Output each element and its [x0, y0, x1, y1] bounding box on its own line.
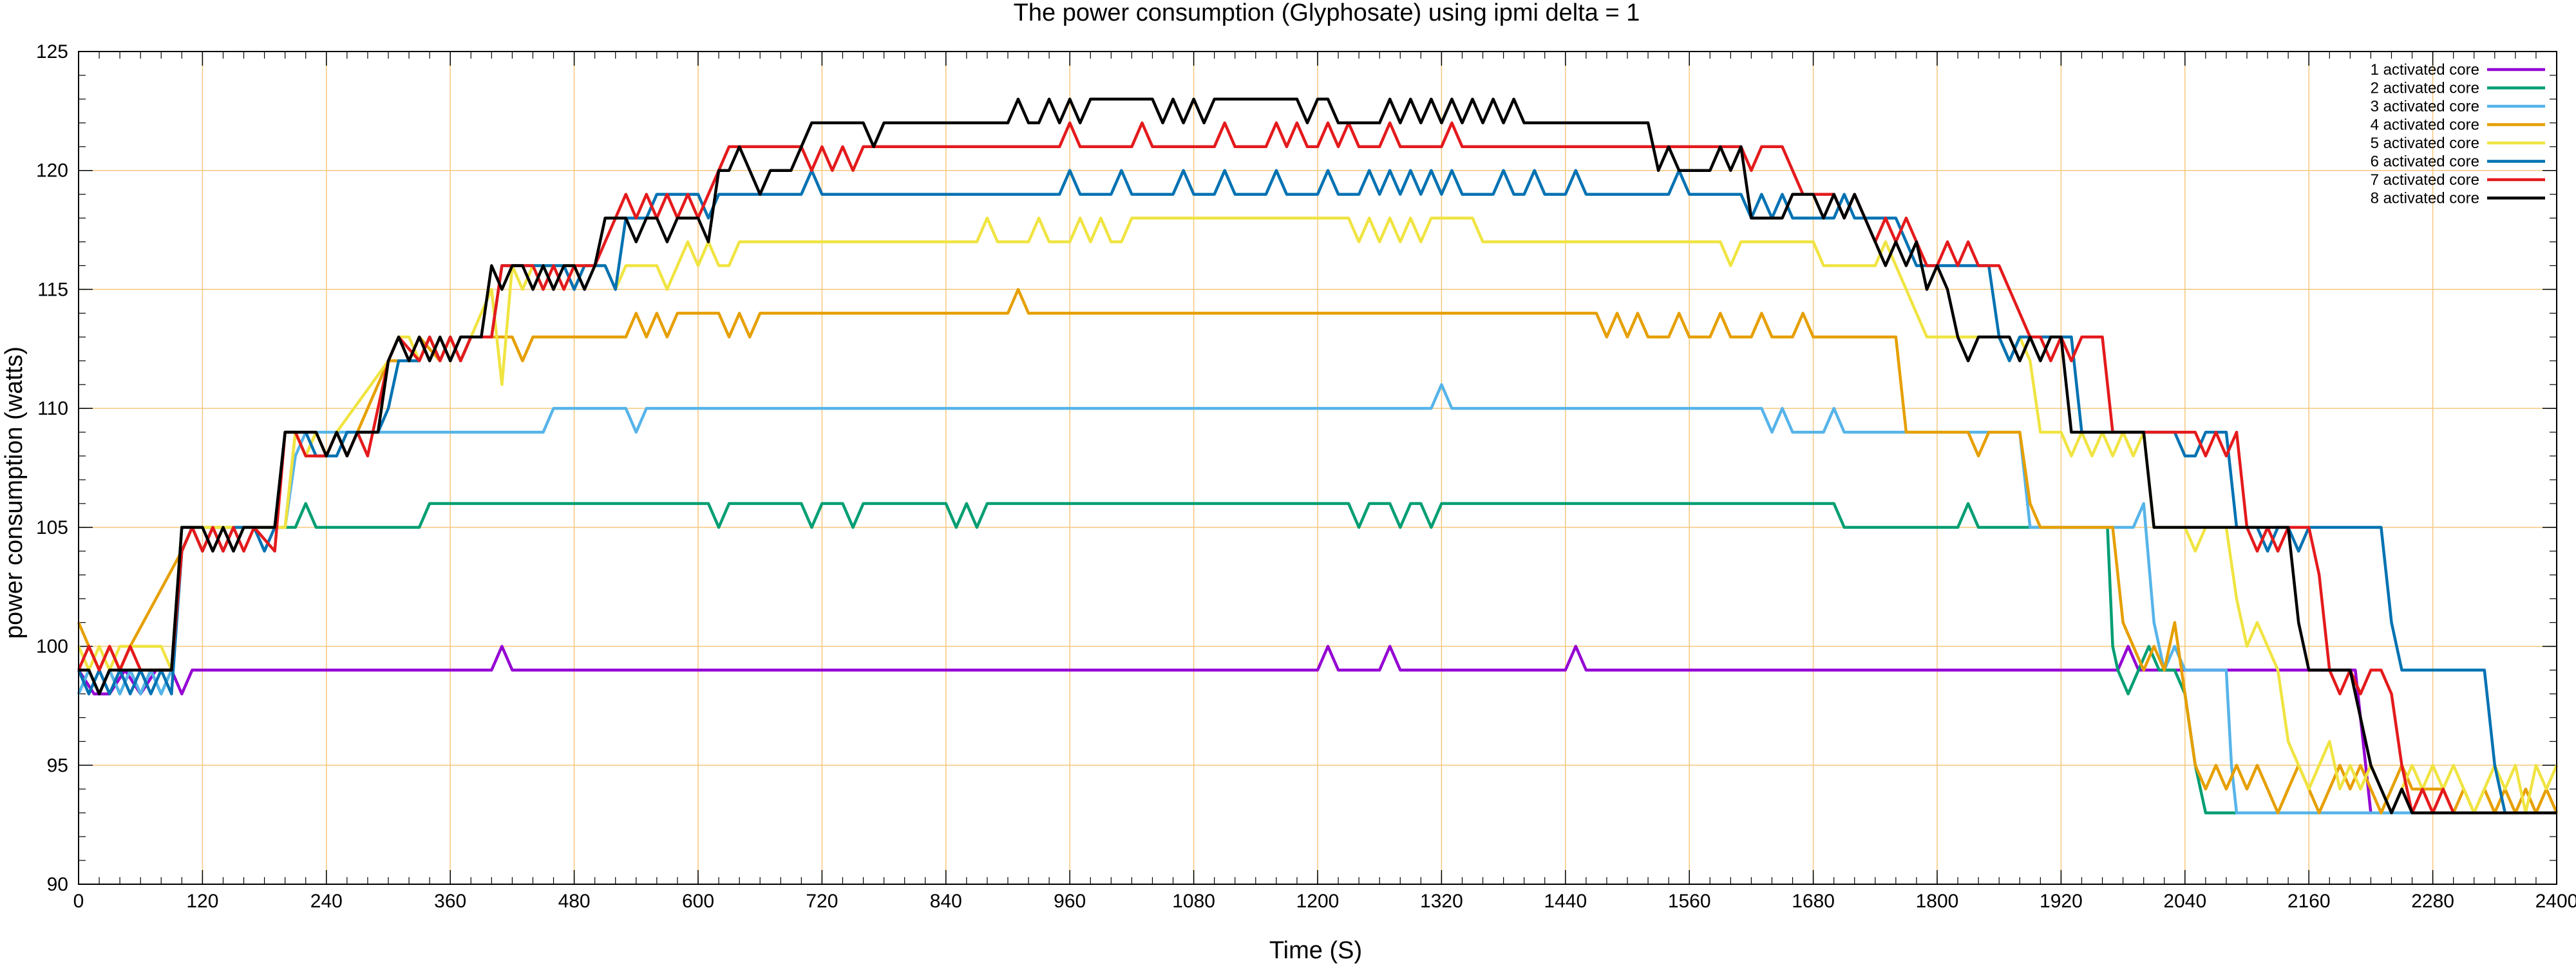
legend-label-8: 8 activated core [2371, 190, 2479, 207]
x-tick-label: 1920 [2040, 891, 2083, 912]
x-tick-label: 1200 [1296, 891, 1340, 912]
series-line-8 [79, 97, 2557, 815]
y-tick-label: 115 [37, 279, 68, 300]
axis-ticks [78, 51, 2557, 885]
x-tick-labels: 0 120 240 360 480 600 720 840 960 1080 1200 1320 144… [73, 891, 2576, 912]
x-axis-title: Time (S) [1269, 937, 1362, 964]
x-tick-label: 0 [73, 891, 84, 912]
x-tick-label: 1320 [1420, 891, 1463, 912]
y-tick-label: 125 [36, 41, 68, 62]
chart-title: The power consumption (Glyphosate) using… [1014, 0, 1640, 26]
legend-label-3: 3 activated core [2371, 98, 2479, 115]
series-line-7 [77, 121, 2557, 815]
x-tick-label: 2400 [2535, 891, 2576, 912]
x-tick-label: 1560 [1668, 891, 1711, 912]
y-tick-label: 110 [37, 398, 68, 419]
legend-label-5: 5 activated core [2371, 135, 2479, 152]
grid [79, 52, 2557, 884]
x-tick-label: 2280 [2411, 891, 2454, 912]
x-tick-label: 2040 [2163, 891, 2206, 912]
x-tick-label: 720 [806, 891, 838, 912]
x-tick-label: 240 [310, 891, 343, 912]
x-tick-label: 1800 [1916, 891, 1959, 912]
y-tick-label: 105 [36, 517, 68, 538]
y-tick-label: 100 [36, 636, 68, 658]
legend-label-6: 6 activated core [2371, 153, 2479, 171]
x-tick-label: 1080 [1172, 891, 1215, 912]
x-tick-label: 360 [434, 891, 466, 912]
x-tick-label: 960 [1054, 891, 1086, 912]
legend-label-2: 2 activated core [2371, 80, 2479, 97]
y-tick-label: 95 [47, 755, 68, 776]
x-tick-label: 2160 [2287, 891, 2331, 912]
series-lines [77, 97, 2559, 815]
legend-label-4: 4 activated core [2371, 117, 2479, 134]
x-tick-label: 120 [186, 891, 218, 912]
x-tick-label: 600 [682, 891, 714, 912]
legend-label-7: 7 activated core [2371, 171, 2479, 189]
x-tick-label: 1440 [1544, 891, 1587, 912]
x-tick-label: 840 [930, 891, 962, 912]
plot-frame [78, 51, 2557, 885]
x-tick-label: 480 [558, 891, 591, 912]
y-tick-label: 90 [47, 874, 68, 895]
legend-label-1: 1 activated core [2371, 61, 2479, 79]
x-tick-label: 1680 [1792, 891, 1835, 912]
y-tick-labels: 90 95 100 105 110 115 120 125 [36, 41, 68, 895]
y-tick-label: 120 [36, 160, 68, 182]
y-axis-title: power consumption (watts) [1, 346, 28, 639]
